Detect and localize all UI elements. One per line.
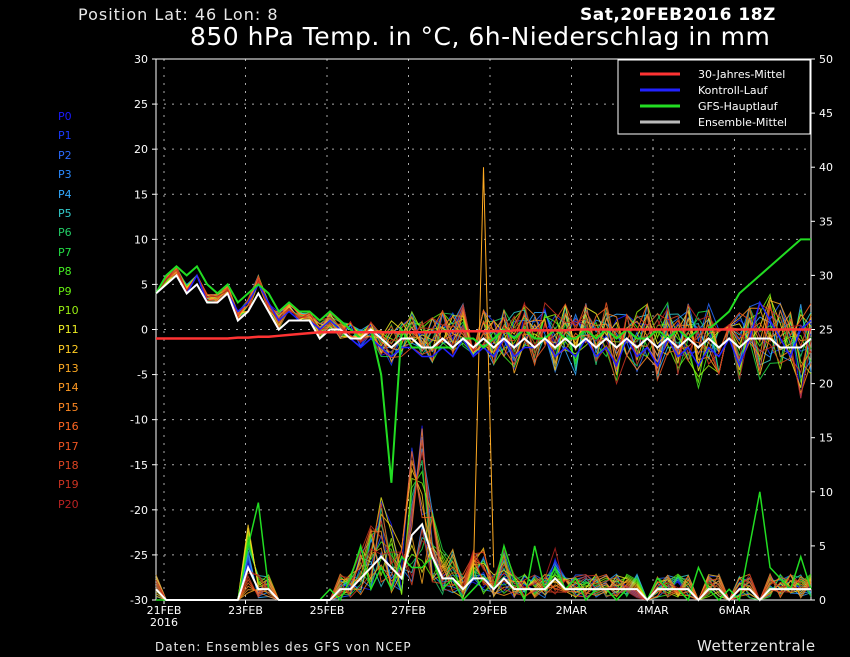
- member-label-p16: P16: [58, 420, 79, 434]
- left-tick-label: -20: [130, 504, 148, 517]
- left-tick-label: -5: [137, 369, 148, 382]
- ensemble-mean-temp-line: [155, 273, 812, 349]
- data-source-label: Daten: Ensembles des GFS von NCEP: [155, 640, 412, 654]
- member-label-p10: P10: [58, 303, 79, 317]
- member-label-p13: P13: [58, 362, 79, 376]
- legend-label: GFS-Hauptlauf: [698, 100, 779, 113]
- main-run-temp-line: [155, 238, 811, 483]
- left-tick-label: -15: [130, 459, 148, 472]
- x-tick-label: 4MAR: [637, 604, 669, 617]
- left-tick-label: 25: [134, 98, 148, 111]
- member-label-p9: P9: [58, 284, 72, 298]
- member-label-p17: P17: [58, 439, 79, 453]
- right-tick-label: 5: [819, 540, 826, 553]
- right-tick-label: 45: [819, 107, 833, 120]
- position-label: Position Lat: 46 Lon: 8: [78, 5, 279, 24]
- chart-title: 850 hPa Temp. in °C, 6h-Niederschlag in …: [190, 22, 771, 51]
- left-tick-label: 30: [134, 53, 148, 66]
- right-tick-label: 50: [819, 53, 833, 66]
- member-label-p4: P4: [58, 187, 72, 201]
- member-label-p7: P7: [58, 245, 72, 259]
- member-label-p19: P19: [58, 478, 79, 492]
- member-label-p1: P1: [58, 129, 72, 143]
- member-label-p12: P12: [58, 342, 79, 356]
- ensemble-mean-precip-line: [155, 522, 811, 602]
- climate-mean-line: [156, 328, 811, 340]
- member-label-p3: P3: [58, 168, 72, 182]
- right-tick-label: 35: [819, 215, 833, 228]
- ensemble-member-list: P0 P1 P2 P3 P4 P5 P6 P7 P8 P9 P10 P11 P12 P13 P14 P15 P1…: [58, 110, 79, 517]
- x-tick-label: 6MAR: [719, 604, 751, 617]
- right-tick-label: 15: [819, 432, 833, 445]
- brand-label: Wetterzentrale: [697, 637, 816, 655]
- right-tick-label: 10: [819, 486, 833, 499]
- forecast-date: Sat,20FEB2016 18Z: [580, 5, 776, 25]
- right-tick-label: 40: [819, 161, 833, 174]
- right-tick-label: 30: [819, 269, 833, 282]
- left-tick-label: 5: [141, 278, 148, 291]
- member-label-p11: P11: [58, 323, 79, 337]
- x-tick-label: 27FEB: [391, 604, 426, 617]
- precip-peak-line: [472, 167, 495, 579]
- member-label-p6: P6: [58, 226, 72, 240]
- right-tick-label: 0: [819, 594, 826, 607]
- member-label-p0: P0: [58, 110, 72, 123]
- legend-label: 30-Jahres-Mittel: [698, 68, 785, 81]
- x-year-label: 2016: [150, 616, 178, 629]
- x-tick-label: 29FEB: [473, 604, 508, 617]
- member-label-p8: P8: [58, 265, 72, 279]
- left-tick-label: 0: [141, 324, 148, 337]
- member-temp-line: [155, 265, 812, 380]
- left-tick-label: 10: [134, 233, 148, 246]
- member-label-p15: P15: [58, 400, 79, 414]
- member-label-p14: P14: [58, 381, 79, 395]
- member-label-p18: P18: [58, 459, 79, 473]
- left-tick-label: -25: [130, 549, 148, 562]
- member-label-p5: P5: [58, 206, 72, 220]
- member-label-p2: P2: [58, 148, 72, 162]
- left-tick-label: -30: [130, 594, 148, 607]
- left-tick-label: 20: [134, 143, 148, 156]
- legend-label: Ensemble-Mittel: [698, 116, 787, 129]
- right-tick-label: 25: [819, 324, 833, 337]
- right-tick-label: 20: [819, 378, 833, 391]
- member-label-p20: P20: [58, 497, 79, 511]
- x-tick-label: 21FEB: [147, 604, 182, 617]
- x-tick-label: 2MAR: [556, 604, 588, 617]
- left-tick-label: 15: [134, 188, 148, 201]
- x-tick-label: 23FEB: [228, 604, 263, 617]
- legend-label: Kontroll-Lauf: [698, 84, 769, 97]
- x-tick-label: 25FEB: [310, 604, 345, 617]
- left-tick-label: -10: [130, 414, 148, 427]
